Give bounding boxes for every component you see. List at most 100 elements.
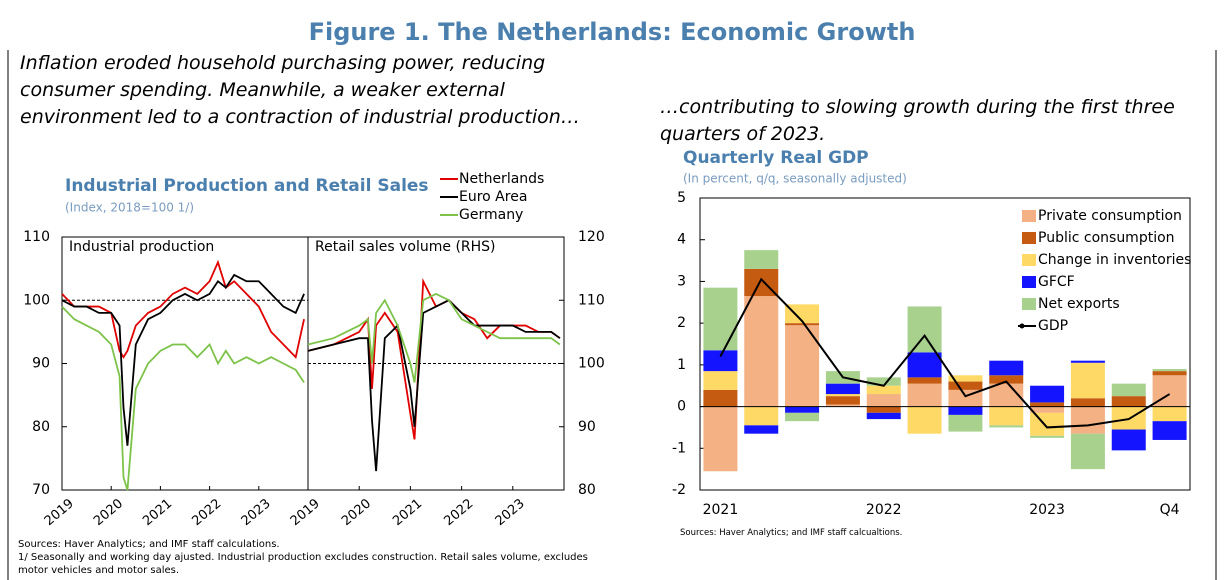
x-tick-label: 2021 <box>390 496 425 529</box>
y-tick-label: 100 <box>23 292 50 308</box>
y-tick-label: 70 <box>32 482 50 498</box>
y-tick-label: 90 <box>578 419 596 435</box>
y-tick-label: 5 <box>677 190 686 206</box>
x-tick-label: 2020 <box>91 496 126 529</box>
x-tick-label: 2019 <box>42 496 77 529</box>
legend-swatch <box>1022 210 1036 222</box>
bar-segment <box>1111 429 1146 451</box>
sources-left: Sources: Haver Analytics; and IMF staff … <box>18 539 280 550</box>
legend-label: Netherlands <box>459 171 544 187</box>
gdp-line <box>719 277 1171 429</box>
y-tick-label: 0 <box>677 399 686 415</box>
y-tick-label: 120 <box>578 229 605 245</box>
bar-segment <box>744 296 779 407</box>
notes-left: 1/ Seasonally and working day ajusted. I… <box>18 552 588 576</box>
x-tick-label: 2021 <box>703 502 739 518</box>
y-tick-label: 1 <box>677 357 686 373</box>
bar-segment <box>1070 398 1105 407</box>
figure-title: Figure 1. The Netherlands: Economic Grow… <box>309 18 916 46</box>
bar-segment <box>825 396 860 405</box>
bar-segment <box>703 287 738 351</box>
bar-segment <box>1030 435 1065 438</box>
legend-label: Net exports <box>1038 296 1120 312</box>
x-tick-label: 2021 <box>140 496 175 529</box>
bar-segment <box>703 406 738 472</box>
y-tick-label: 100 <box>578 356 605 372</box>
bar-segment <box>1030 385 1065 403</box>
legend-label: GFCF <box>1038 274 1075 290</box>
bar-segment <box>907 383 942 407</box>
bar-segment <box>703 371 738 390</box>
panel-label: Industrial production <box>69 239 214 255</box>
bar-segment <box>1030 412 1065 436</box>
x-tick-label: 2019 <box>288 496 323 529</box>
bar-segment <box>1152 369 1187 372</box>
bar-segment <box>825 394 860 397</box>
bar-segment <box>1152 421 1187 440</box>
legend-swatch <box>1022 254 1036 266</box>
x-tick-label: 2022 <box>441 496 476 529</box>
bar-segment <box>785 325 820 407</box>
bar-segment <box>1152 371 1187 376</box>
bar-segment <box>785 412 820 422</box>
chart-subtitle: (In percent, q/q, seasonally adjusted) <box>683 172 907 186</box>
bar-segment <box>1070 433 1105 470</box>
bar-segment <box>989 360 1024 376</box>
panel-label: Retail sales volume (RHS) <box>315 239 496 255</box>
bar-segment <box>825 404 860 407</box>
x-tick-label: 2022 <box>189 496 224 529</box>
series-line <box>61 273 305 446</box>
plot-frame <box>699 197 1191 491</box>
bar-segment <box>989 383 1024 407</box>
y-tick-label: 4 <box>677 232 686 248</box>
x-tick-label: 2023 <box>1029 502 1065 518</box>
legend-swatch <box>1022 298 1036 310</box>
bar-segment <box>744 250 779 269</box>
y-tick-label: 110 <box>23 229 50 245</box>
legend-label: Change in inventories <box>1038 252 1191 268</box>
legend-swatch <box>1022 276 1036 288</box>
bar-segment <box>989 425 1024 428</box>
bar-segment <box>907 306 942 353</box>
bar-segment <box>907 352 942 378</box>
bar-segment <box>948 375 983 382</box>
caption-right: …contributing to slowing growth during t… <box>660 96 1175 145</box>
bar-segment <box>785 323 820 326</box>
x-tick-label: 2023 <box>239 496 274 529</box>
series-line <box>307 277 561 440</box>
sources-right: Sources: Haver Analytics; and IMF staff … <box>680 528 903 538</box>
bar-segment <box>1030 406 1065 413</box>
bar-segment <box>866 412 901 420</box>
legend-label: Public consumption <box>1038 230 1175 246</box>
bar-segment <box>907 406 942 434</box>
chart-title: Quarterly Real GDP <box>683 148 869 168</box>
bar-segment <box>1070 362 1105 399</box>
bar-segment <box>1030 402 1065 407</box>
bar-segment <box>989 406 1024 426</box>
bar-segment <box>703 350 738 372</box>
caption-left: Inflation eroded household purchasing po… <box>20 52 580 128</box>
bar-segment <box>948 381 983 390</box>
bar-segment <box>1111 396 1146 407</box>
bar-segment <box>785 406 820 413</box>
x-tick-label: Q4 <box>1160 502 1180 518</box>
y-tick-label: 90 <box>32 356 50 372</box>
legend-swatch <box>1022 232 1036 244</box>
bar-segment <box>825 383 860 395</box>
bar-segment <box>866 406 901 413</box>
chart-title: Industrial Production and Retail Sales <box>65 176 429 196</box>
x-tick-label: 2023 <box>493 496 528 529</box>
bar-segment <box>948 406 983 415</box>
series-line <box>307 292 561 383</box>
bar-segment <box>744 425 779 434</box>
series-line <box>61 305 305 491</box>
legend-dot <box>1019 323 1025 329</box>
y-tick-label: -1 <box>672 440 686 456</box>
bar-segment <box>703 389 738 407</box>
bar-segment <box>989 375 1024 384</box>
bar-segment <box>1111 383 1146 397</box>
y-tick-label: 110 <box>578 292 605 308</box>
bar-segment <box>866 394 901 407</box>
bar-segment <box>866 385 901 395</box>
legend-label: GDP <box>1038 318 1068 334</box>
